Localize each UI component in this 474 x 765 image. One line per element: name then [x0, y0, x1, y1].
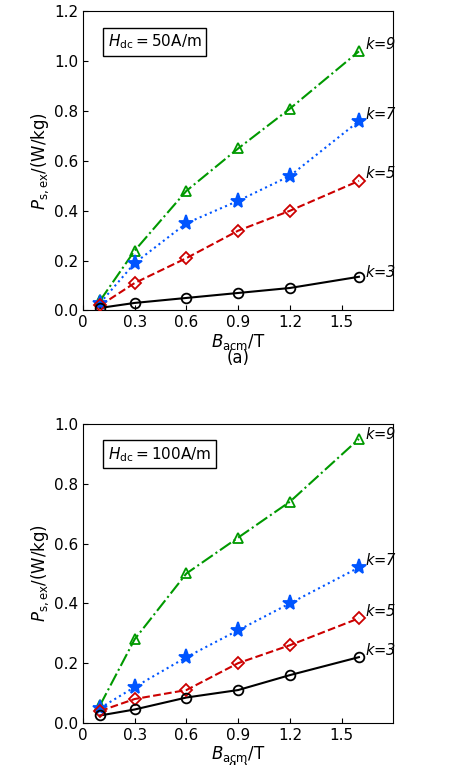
Text: $k$=5: $k$=5 — [365, 165, 396, 181]
Text: (b): (b) — [227, 762, 250, 765]
Y-axis label: $P_{\rm s,ex}$/(W/kg): $P_{\rm s,ex}$/(W/kg) — [29, 525, 51, 623]
Text: $k$=3: $k$=3 — [365, 642, 396, 658]
Text: $k$=9: $k$=9 — [365, 36, 396, 52]
Text: $H_{\rm dc}=100{\rm A/m}$: $H_{\rm dc}=100{\rm A/m}$ — [108, 445, 211, 464]
Text: $k$=9: $k$=9 — [365, 426, 396, 442]
Text: (a): (a) — [227, 350, 250, 367]
Text: $k$=5: $k$=5 — [365, 603, 396, 619]
X-axis label: $B_{\rm acm}$/T: $B_{\rm acm}$/T — [211, 332, 265, 352]
Text: $k$=7: $k$=7 — [365, 106, 397, 122]
Text: $k$=3: $k$=3 — [365, 264, 396, 280]
Y-axis label: $P_{\rm s,ex}$/(W/kg): $P_{\rm s,ex}$/(W/kg) — [29, 112, 51, 210]
X-axis label: $B_{\rm acm}$/T: $B_{\rm acm}$/T — [211, 744, 265, 764]
Text: $k$=7: $k$=7 — [365, 552, 397, 568]
Text: $H_{\rm dc}=50{\rm A/m}$: $H_{\rm dc}=50{\rm A/m}$ — [108, 32, 201, 51]
